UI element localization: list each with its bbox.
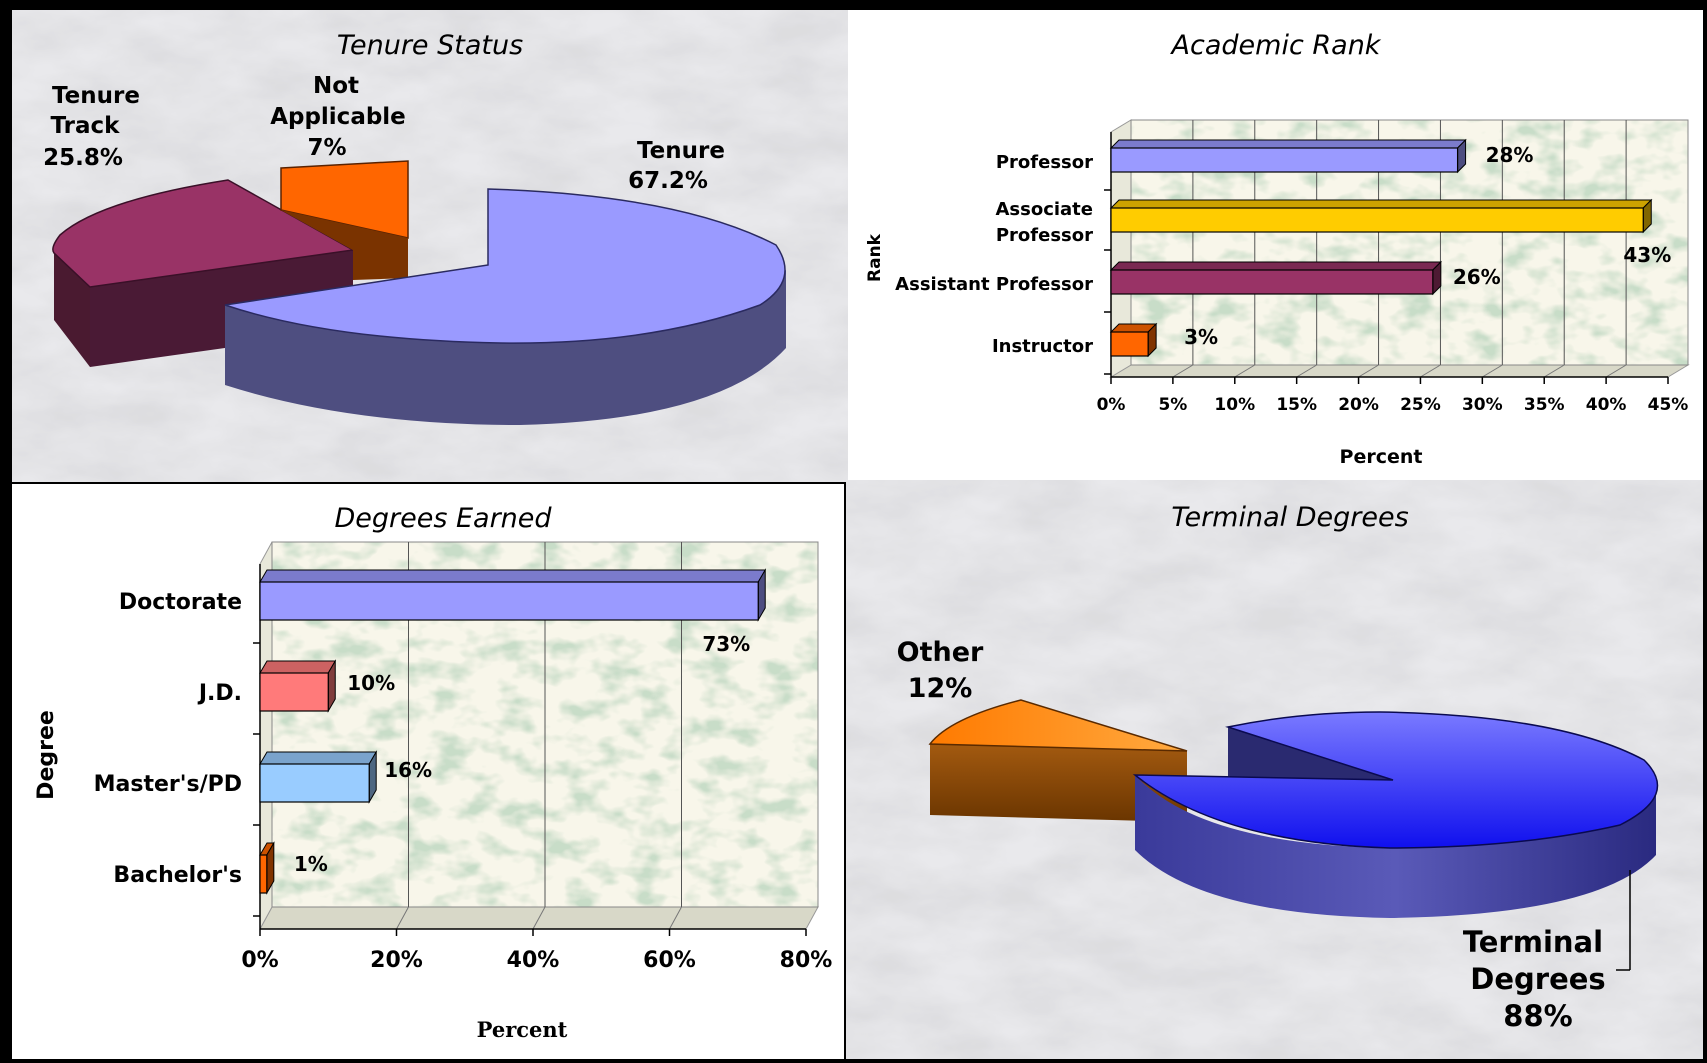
x-tick-label: 60% — [643, 948, 696, 973]
pie-slice-side-tenure-track — [54, 253, 90, 367]
category-label: Master's/PD — [94, 772, 242, 797]
slice-label-tenure-track: Tenure Track — [51, 83, 148, 139]
category-label: Bachelor's — [113, 863, 242, 888]
data-label: 3% — [1184, 325, 1218, 349]
slice-label-terminal: Terminal Degrees — [1463, 925, 1613, 996]
gridline — [1420, 364, 1441, 378]
pie-slice-side-other — [930, 744, 1187, 822]
x-tick-label: 45% — [1648, 395, 1689, 415]
plot-area — [1131, 120, 1688, 365]
x-tick-label: 5% — [1158, 395, 1187, 415]
gridline — [1482, 364, 1503, 378]
bar — [1110, 147, 1459, 173]
x-tick-label: 0% — [241, 948, 278, 973]
bar — [259, 763, 370, 803]
chart-title: Academic Rank — [1170, 30, 1382, 61]
y-axis-label: Degree — [34, 710, 59, 800]
x-tick-label: 40% — [507, 948, 560, 973]
bar — [259, 854, 268, 894]
data-label: 16% — [384, 758, 432, 782]
pie-slice-terminal — [1132, 711, 1659, 849]
x-tick-label: 20% — [370, 948, 423, 973]
slice-value-not-applicable: 7% — [307, 135, 346, 161]
tenure-status-chart: Tenure Status Tenure 67.2% Tenure Track … — [43, 30, 786, 425]
category-label: Professor — [996, 152, 1093, 173]
x-tick-label: 0% — [1097, 395, 1126, 415]
slice-label-tenure: Tenure 67.2% — [628, 138, 733, 194]
bar — [1110, 207, 1644, 233]
bar-top — [1109, 199, 1653, 209]
chart-title: Tenure Status — [337, 30, 523, 61]
category-label: Doctorate — [119, 590, 242, 615]
x-axis-label: Percent — [477, 1017, 568, 1042]
academic-rank-chart: Academic Rank 28% 43% 26% 3% 0% 5% 10% 15% 20% 2… — [865, 30, 1690, 468]
gridline — [1543, 364, 1565, 378]
pie-slice-tenure-track — [52, 179, 356, 288]
x-tick-label: 80% — [780, 948, 833, 973]
data-label: 28% — [1486, 143, 1534, 167]
x-tick-label: 35% — [1524, 395, 1565, 415]
plot-floor — [1109, 364, 1690, 378]
category-label: Assistant Professor — [895, 274, 1093, 295]
terminal-degrees-chart: Terminal Degrees Other 12% Terminal Degr… — [897, 502, 1659, 1033]
bar-top — [259, 751, 378, 765]
x-tick-label: 15% — [1276, 395, 1317, 415]
bar-top — [259, 569, 767, 583]
data-label: 43% — [1623, 243, 1671, 267]
gridline — [1172, 364, 1194, 378]
category-label: J.D. — [197, 681, 242, 706]
bar-top — [1109, 261, 1443, 271]
data-label: 73% — [702, 632, 750, 656]
pie-slice-side-tenure — [225, 270, 786, 425]
pie-slice-side-terminal — [1135, 775, 1656, 918]
data-label: 1% — [294, 852, 328, 876]
gridline — [1605, 364, 1627, 378]
slice-value-other: 12% — [908, 673, 973, 704]
gridline — [1296, 364, 1317, 378]
chart-title: Degrees Earned — [334, 503, 552, 534]
bar — [1110, 269, 1434, 295]
gridline — [1358, 364, 1379, 378]
x-tick-label: 25% — [1400, 395, 1441, 415]
x-axis-label: Percent — [1340, 446, 1423, 468]
bar — [259, 581, 759, 621]
data-label: 26% — [1453, 265, 1501, 289]
pie-slice-other — [928, 699, 1188, 752]
gridline — [1234, 364, 1256, 378]
slice-value-tenure-track: 25.8% — [43, 145, 123, 171]
category-label: Associate Professor — [995, 199, 1093, 246]
bar-top — [259, 660, 337, 674]
bar — [259, 672, 329, 712]
gridline — [396, 906, 409, 930]
data-label: 10% — [347, 671, 395, 695]
slice-label-not-applicable: Not Applicable — [270, 73, 406, 130]
bar-top — [1109, 139, 1467, 149]
x-tick-label: 40% — [1586, 395, 1627, 415]
slice-value-terminal: 88% — [1503, 999, 1572, 1033]
pie-slice-tenure — [224, 188, 786, 344]
gridline — [669, 906, 682, 930]
x-tick-label: 20% — [1338, 395, 1379, 415]
y-axis-label: Rank — [865, 233, 885, 282]
category-label: Instructor — [992, 336, 1093, 357]
chart-title: Terminal Degrees — [1171, 502, 1408, 533]
x-tick-label: 30% — [1462, 395, 1503, 415]
pie-slice-side-not-applicable — [281, 210, 408, 280]
bar — [1110, 331, 1149, 357]
degrees-earned-chart: Degrees Earned 73% 10% 16% 1% 0% 20% 40% 60% 80… — [34, 503, 832, 1042]
gridline — [532, 906, 546, 930]
x-tick-label: 10% — [1214, 395, 1255, 415]
slice-label-other: Other — [897, 637, 984, 668]
